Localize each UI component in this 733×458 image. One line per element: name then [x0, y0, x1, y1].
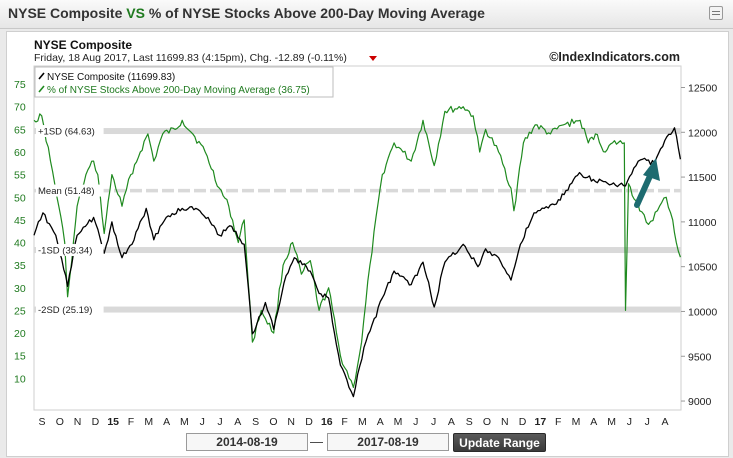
x-tick-label: D: [92, 416, 100, 428]
chart-frame: [6, 31, 729, 457]
update-range-button[interactable]: Update Range: [453, 433, 546, 452]
x-tick-label: S: [466, 416, 473, 428]
y-left-tick-label: 10: [14, 373, 26, 385]
band-label-bg: [36, 303, 104, 316]
window-titlebar: NYSE Composite VS % of NYSE Stocks Above…: [0, 0, 733, 29]
x-tick-label: S: [38, 416, 45, 428]
y-left-tick-label: 40: [14, 238, 26, 250]
x-tick-label: M: [180, 416, 189, 428]
band-line: [34, 247, 681, 254]
y-left-tick-label: 65: [14, 124, 26, 136]
y-right-tick-label: 11000: [688, 217, 717, 229]
up-arrow-head: [643, 158, 660, 181]
x-tick-label: N: [74, 416, 82, 428]
x-tick-label: M: [607, 416, 616, 428]
y-left-tick-label: 20: [14, 328, 26, 340]
x-tick-label: J: [217, 416, 222, 428]
legend: NYSE Composite (11699.83) % of NYSE Stock…: [34, 66, 334, 98]
x-tick-label: 17: [535, 416, 547, 428]
band-label: Mean (51.48): [38, 186, 95, 197]
start-date-input[interactable]: [186, 433, 308, 451]
x-tick-label: N: [287, 416, 295, 428]
x-tick-label: N: [501, 416, 509, 428]
x-tick-label: S: [252, 416, 259, 428]
x-tick-label: F: [128, 416, 134, 428]
y-right-tick-label: 10000: [688, 306, 717, 318]
title-vs: VS: [126, 5, 145, 21]
breadth-series-line: [33, 105, 681, 388]
y-left-tick-label: 15: [14, 351, 26, 363]
y-left-tick-label: 75: [14, 79, 26, 91]
x-tick-label: M: [358, 416, 367, 428]
x-tick-label: J: [645, 416, 650, 428]
y-left-tick-label: 45: [14, 215, 26, 227]
watermark: ©IndexIndicators.com: [549, 50, 680, 64]
x-tick-label: J: [431, 416, 436, 428]
y-left-tick-label: 55: [14, 170, 26, 182]
x-tick-label: J: [413, 416, 418, 428]
legend-swatch: [38, 72, 45, 80]
y-left-tick-label: 25: [14, 305, 26, 317]
y-right-tick-label: 10500: [688, 262, 717, 274]
x-tick-label: A: [163, 416, 170, 428]
range-separator: —: [310, 434, 323, 449]
x-tick-label: J: [200, 416, 205, 428]
y-left-tick-label: 35: [14, 260, 26, 272]
y-left-tick-label: 60: [14, 147, 26, 159]
x-tick-label: F: [555, 416, 561, 428]
band-label-bg: [36, 184, 104, 197]
x-tick-label: M: [572, 416, 581, 428]
title-part2: % of NYSE Stocks Above 200-Day Moving Av…: [148, 5, 485, 21]
legend-box: [34, 66, 334, 98]
title-part1: NYSE Composite: [8, 5, 123, 21]
band-line: [34, 128, 681, 135]
x-tick-label: A: [234, 416, 241, 428]
y-right-tick-label: 11500: [688, 172, 717, 184]
x-tick-label: M: [394, 416, 403, 428]
band-label: -1SD (38.34): [38, 246, 92, 257]
window-title: NYSE Composite VS % of NYSE Stocks Above…: [8, 5, 485, 21]
x-tick-label: D: [519, 416, 527, 428]
x-tick-label: A: [661, 416, 668, 428]
plot-border: [33, 65, 682, 411]
down-triangle-icon: [369, 56, 377, 61]
end-date-input[interactable]: [327, 433, 449, 451]
x-tick-label: M: [144, 416, 153, 428]
band-label-bg: [36, 244, 104, 257]
x-tick-label: F: [341, 416, 347, 428]
x-tick-label: 15: [107, 416, 119, 428]
x-tick-label: O: [56, 416, 64, 428]
legend-swatch: [38, 85, 45, 93]
quote-line: Friday, 18 Aug 2017, Last 11699.83 (4:15…: [34, 52, 347, 64]
x-tick-label: 16: [321, 416, 333, 428]
band-label: +1SD (64.63): [38, 127, 95, 138]
x-tick-label: A: [590, 416, 597, 428]
up-arrow-shaft: [634, 173, 653, 208]
y-left-tick-label: 70: [14, 102, 26, 114]
band-label-bg: [36, 125, 104, 138]
legend-entry: NYSE Composite (11699.83): [47, 72, 175, 83]
legend-entry: % of NYSE Stocks Above 200-Day Moving Av…: [47, 85, 310, 96]
up-arrow-icon: [634, 158, 660, 208]
y-right-tick-label: 9000: [688, 396, 712, 408]
x-tick-label: D: [305, 416, 313, 428]
chart-name: NYSE Composite: [34, 38, 132, 52]
x-tick-label: A: [377, 416, 384, 428]
x-tick-label: O: [483, 416, 491, 428]
index-series-line: [33, 127, 682, 398]
x-tick-label: O: [269, 416, 277, 428]
y-left-tick-label: 50: [14, 192, 26, 204]
band-label: -2SD (25.19): [38, 305, 92, 316]
y-right-tick-label: 9500: [688, 351, 712, 363]
y-right-tick-label: 12500: [688, 83, 717, 95]
plot-area: +1SD (64.63) Mean (51.48) -1SD (38.34) -2SD…: [33, 65, 682, 411]
y-right-tick-label: 12000: [688, 127, 717, 139]
y-left-tick-label: 30: [14, 283, 26, 295]
x-tick-label: A: [448, 416, 455, 428]
band-line: [34, 306, 681, 313]
scroll-icon[interactable]: [709, 6, 723, 20]
x-tick-label: J: [627, 416, 632, 428]
